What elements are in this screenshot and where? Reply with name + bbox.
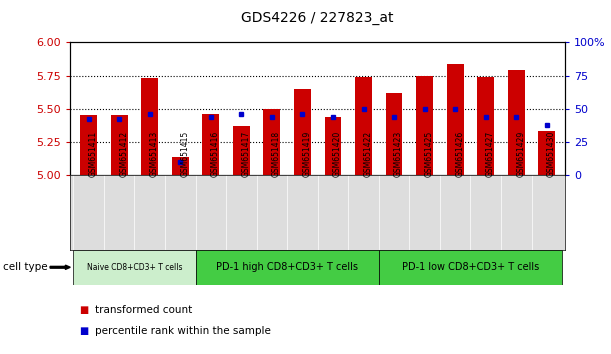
Bar <box>202 114 219 175</box>
Text: GSM651427: GSM651427 <box>486 131 495 177</box>
Bar <box>233 126 250 175</box>
Bar <box>196 250 379 285</box>
Text: transformed count: transformed count <box>95 305 192 315</box>
Bar <box>172 157 189 175</box>
Text: ■: ■ <box>79 326 89 336</box>
Text: GSM651411: GSM651411 <box>89 131 98 177</box>
Text: GSM651423: GSM651423 <box>394 131 403 177</box>
Text: GSM651418: GSM651418 <box>272 131 281 177</box>
Bar <box>80 115 97 175</box>
Bar <box>141 78 158 175</box>
Text: GSM651422: GSM651422 <box>364 131 373 177</box>
Text: GSM651415: GSM651415 <box>180 131 189 177</box>
Text: GSM651416: GSM651416 <box>211 131 220 177</box>
Bar <box>538 131 555 175</box>
Bar <box>386 93 403 175</box>
Text: GSM651412: GSM651412 <box>119 131 128 177</box>
Bar <box>416 76 433 175</box>
Text: GDS4226 / 227823_at: GDS4226 / 227823_at <box>241 11 394 25</box>
Text: GSM651417: GSM651417 <box>241 131 251 177</box>
Bar <box>508 70 525 175</box>
Text: cell type: cell type <box>3 262 48 272</box>
Bar <box>111 115 128 175</box>
Text: PD-1 low CD8+CD3+ T cells: PD-1 low CD8+CD3+ T cells <box>402 262 539 272</box>
Bar <box>73 250 196 285</box>
Text: GSM651420: GSM651420 <box>333 131 342 177</box>
Text: GSM651413: GSM651413 <box>150 131 159 177</box>
Text: GSM651426: GSM651426 <box>455 131 464 177</box>
Text: GSM651430: GSM651430 <box>547 131 556 177</box>
Text: PD-1 high CD8+CD3+ T cells: PD-1 high CD8+CD3+ T cells <box>216 262 358 272</box>
Bar <box>355 77 372 175</box>
Text: Naive CD8+CD3+ T cells: Naive CD8+CD3+ T cells <box>87 263 182 272</box>
Bar <box>263 109 280 175</box>
Bar <box>294 89 311 175</box>
Text: GSM651425: GSM651425 <box>425 131 434 177</box>
Text: GSM651419: GSM651419 <box>302 131 312 177</box>
Bar <box>379 250 562 285</box>
Text: GSM651429: GSM651429 <box>516 131 525 177</box>
Bar <box>477 77 494 175</box>
Text: percentile rank within the sample: percentile rank within the sample <box>95 326 271 336</box>
Text: ■: ■ <box>79 305 89 315</box>
Bar <box>447 64 464 175</box>
Bar <box>324 117 342 175</box>
